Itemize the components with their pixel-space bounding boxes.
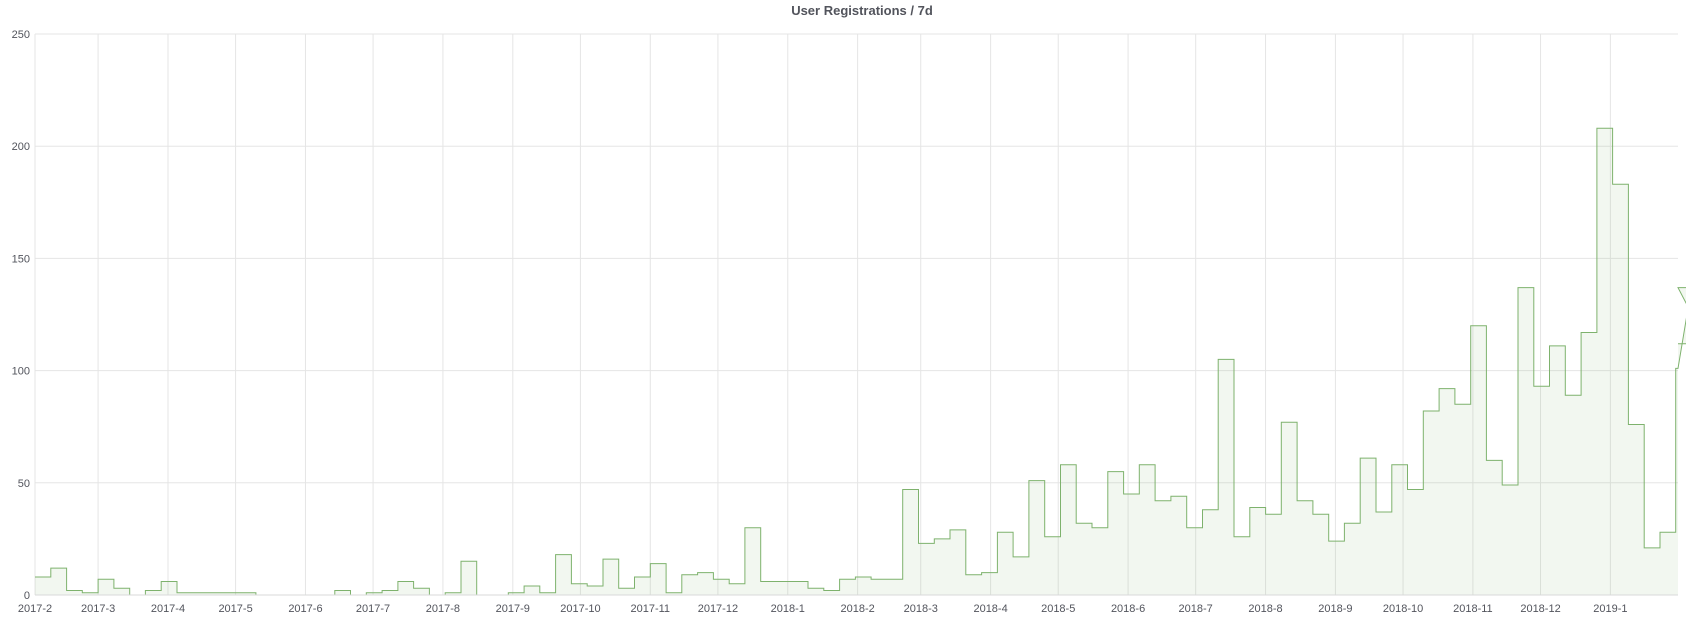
x-tick-label: 2019-1	[1593, 603, 1627, 615]
x-tick-label: 2018-10	[1383, 603, 1423, 615]
x-tick-label: 2017-5	[218, 603, 252, 615]
y-tick-label: 0	[24, 590, 30, 602]
y-tick-label: 200	[12, 141, 30, 153]
x-tick-label: 2017-2	[18, 603, 52, 615]
x-tick-label: 2017-7	[356, 603, 390, 615]
x-tick-label: 2017-8	[426, 603, 460, 615]
x-tick-label: 2018-7	[1179, 603, 1213, 615]
x-tick-label: 2017-6	[288, 603, 322, 615]
x-tick-label: 2017-12	[698, 603, 738, 615]
x-tick-label: 2017-10	[560, 603, 600, 615]
y-tick-label: 150	[12, 253, 30, 265]
series-line	[35, 127, 1686, 596]
series-area-fill	[35, 128, 1686, 595]
x-tick-label: 2018-6	[1111, 603, 1145, 615]
x-tick-label: 2018-9	[1318, 603, 1352, 615]
x-tick-label: 2018-8	[1248, 603, 1282, 615]
y-tick-label: 100	[12, 366, 30, 378]
x-tick-label: 2017-3	[81, 603, 115, 615]
y-tick-label: 250	[12, 29, 30, 41]
x-tick-label: 2018-4	[973, 603, 1007, 615]
x-tick-label: 2017-4	[151, 603, 185, 615]
x-tick-label: 2017-11	[630, 603, 670, 615]
x-tick-label: 2018-1	[771, 603, 805, 615]
x-tick-label: 2018-5	[1041, 603, 1075, 615]
panel-title[interactable]: User Registrations / 7d	[791, 3, 933, 18]
x-tick-label: 2017-9	[496, 603, 530, 615]
y-tick-label: 50	[18, 478, 30, 490]
x-tick-label: 2018-3	[904, 603, 938, 615]
x-tick-label: 2018-11	[1453, 603, 1493, 615]
x-tick-label: 2018-2	[840, 603, 874, 615]
x-tick-label: 2018-12	[1520, 603, 1560, 615]
